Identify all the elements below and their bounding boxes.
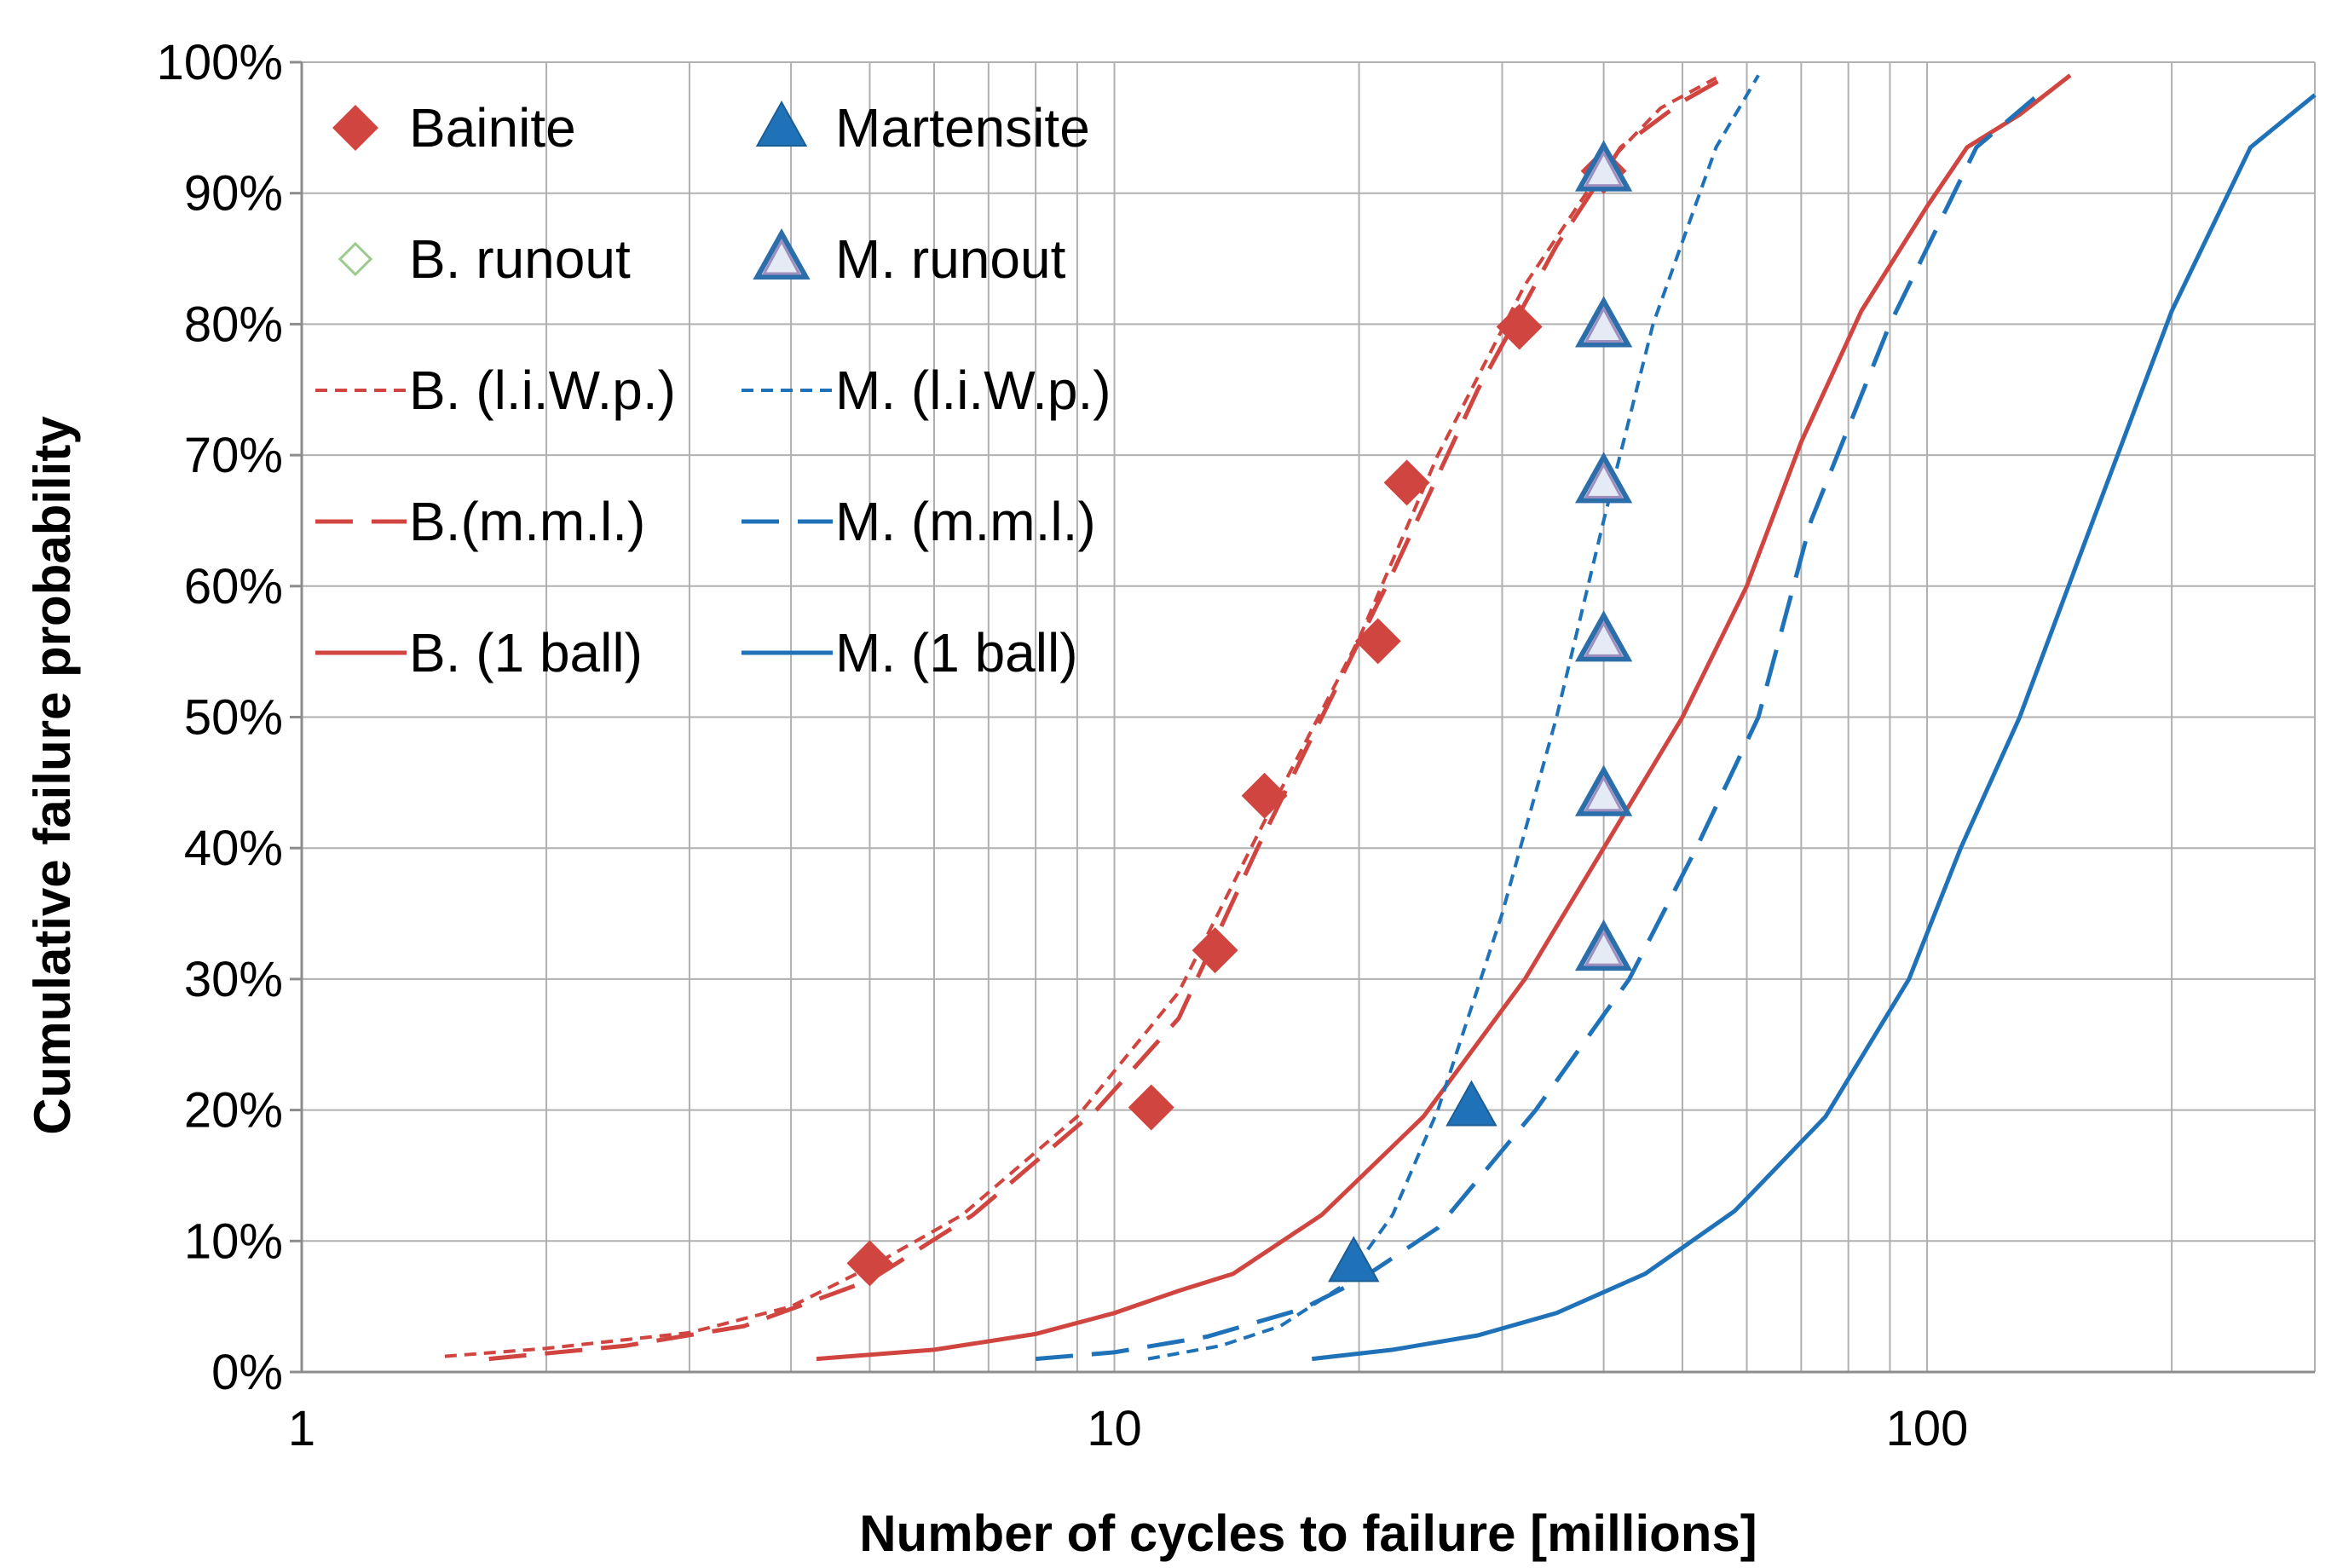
y-tick-label: 80% — [184, 297, 283, 352]
bainite-marker — [1241, 772, 1288, 819]
legend-item-m_runout: M. runout — [753, 228, 1066, 290]
legend-bainite-label: Bainite — [409, 97, 576, 159]
m_runout-marker — [1584, 306, 1624, 343]
martensite-marker — [1445, 1080, 1497, 1127]
axes: 0% 10% 20% 30% 40% 50% 60% 70% 80% 90% 100% 1 10 100 — [157, 35, 2315, 1456]
bainite-marker — [846, 1240, 893, 1287]
y-tick-label: 10% — [184, 1213, 283, 1269]
y-tick-label: 70% — [184, 428, 283, 483]
legend-item-b_1ball: B. (1 ball) — [315, 622, 643, 683]
m_runout-marker — [1584, 620, 1624, 657]
legend-item-b_runout: B. runout — [338, 228, 631, 290]
bainite-marker — [1128, 1084, 1174, 1131]
y-tick-label: 100% — [157, 35, 283, 90]
legend-item-martensite: Martensite — [755, 97, 1090, 159]
legend-b_liwp-label: B. (l.i.W.p.) — [409, 360, 676, 421]
legend-martensite-label: Martensite — [835, 97, 1090, 159]
series-m_liwp — [1147, 74, 1760, 1361]
y-tick-label: 30% — [184, 952, 283, 1007]
bainite-marker — [1192, 927, 1238, 974]
y-tick-label: 40% — [184, 821, 283, 876]
series-b_mml — [488, 73, 1730, 1362]
bainite-marker — [1496, 303, 1543, 350]
martensite-marker — [1328, 1236, 1380, 1283]
legend: Bainite Martensite B. runout M. runout B. (l… — [315, 97, 1111, 683]
bainite-marker — [1383, 459, 1430, 506]
legend-m_liwp-label: M. (l.i.W.p.) — [835, 360, 1111, 421]
series-m_1ball — [1312, 93, 2317, 1362]
legend-item-b_liwp: B. (l.i.W.p.) — [315, 360, 676, 421]
y-tick-label: 50% — [184, 690, 283, 746]
series-b_liwp — [444, 76, 1717, 1358]
y-tick-label: 0% — [211, 1345, 283, 1400]
legend-m_runout-label: M. runout — [835, 228, 1066, 290]
legend-bainite-marker — [332, 105, 378, 151]
series-b_1ball — [816, 73, 2072, 1362]
x-tick-label: 1 — [288, 1401, 315, 1456]
y-tick-label: 20% — [184, 1083, 283, 1139]
series-lines — [444, 73, 2317, 1362]
y-axis-title: Cumulative failure probability — [24, 416, 81, 1135]
legend-b_runout-marker — [338, 241, 373, 277]
legend-m_mml-label: M. (m.m.l.) — [835, 491, 1096, 552]
legend-item-m_1ball: M. (1 ball) — [741, 622, 1078, 683]
y-tick-label: 90% — [184, 166, 283, 222]
bainite-marker — [1354, 618, 1401, 665]
legend-item-m_liwp: M. (l.i.W.p.) — [741, 360, 1111, 421]
legend-b_runout-label: B. runout — [409, 228, 631, 290]
legend-item-bainite: Bainite — [332, 97, 576, 159]
y-tick-label: 60% — [184, 559, 283, 614]
legend-m_runout-marker — [761, 238, 802, 275]
m_runout-marker — [1584, 929, 1624, 966]
grid — [302, 61, 2316, 1372]
m_runout-marker — [1584, 462, 1624, 499]
legend-b_mml-label: B.(m.m.l.) — [409, 491, 645, 552]
legend-b_1ball-label: B. (1 ball) — [409, 622, 643, 683]
x-tick-label: 100 — [1886, 1401, 1969, 1456]
series-m_mml — [1035, 86, 2048, 1362]
legend-item-b_mml: B.(m.m.l.) — [315, 491, 645, 552]
legend-item-m_mml: M. (m.m.l.) — [741, 491, 1096, 552]
x-tick-label: 10 — [1087, 1401, 1142, 1456]
legend-martensite-marker — [755, 100, 808, 147]
x-axis-title: Number of cycles to failure [millions] — [859, 1505, 1757, 1562]
series-markers — [846, 140, 1633, 1287]
m_runout-marker — [1584, 150, 1624, 187]
legend-m_1ball-label: M. (1 ball) — [835, 622, 1078, 683]
m_runout-marker — [1584, 775, 1624, 812]
